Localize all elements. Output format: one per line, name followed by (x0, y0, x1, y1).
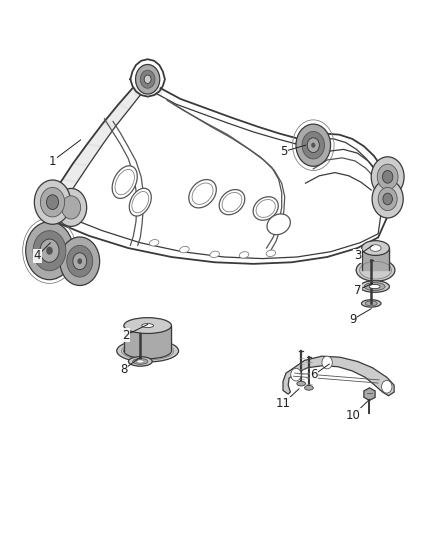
Ellipse shape (133, 359, 148, 365)
Circle shape (34, 180, 71, 224)
Ellipse shape (149, 239, 159, 246)
Ellipse shape (361, 300, 381, 307)
Text: 9: 9 (350, 313, 357, 326)
Text: 2: 2 (122, 328, 130, 342)
Ellipse shape (180, 246, 189, 253)
Text: 10: 10 (346, 409, 360, 422)
Polygon shape (103, 104, 129, 127)
Circle shape (377, 164, 398, 190)
Circle shape (291, 368, 301, 381)
Ellipse shape (136, 360, 144, 363)
Circle shape (382, 171, 393, 183)
Circle shape (381, 381, 392, 393)
Circle shape (307, 138, 319, 152)
Ellipse shape (356, 259, 395, 281)
Circle shape (62, 196, 81, 219)
Circle shape (33, 231, 66, 271)
Polygon shape (63, 164, 88, 182)
Text: 5: 5 (280, 145, 288, 158)
Ellipse shape (253, 197, 278, 220)
Ellipse shape (112, 166, 137, 198)
Text: 1: 1 (49, 155, 56, 167)
Circle shape (40, 188, 65, 217)
Ellipse shape (297, 381, 305, 386)
Text: 3: 3 (354, 249, 361, 262)
Ellipse shape (267, 214, 290, 235)
Ellipse shape (364, 282, 385, 290)
Polygon shape (362, 248, 389, 270)
Polygon shape (46, 193, 68, 204)
Text: 11: 11 (276, 397, 290, 410)
Circle shape (46, 195, 59, 209)
Ellipse shape (304, 385, 313, 390)
Polygon shape (364, 388, 375, 400)
Ellipse shape (266, 250, 276, 256)
Ellipse shape (124, 343, 171, 359)
Polygon shape (42, 204, 64, 211)
Circle shape (46, 247, 53, 255)
Circle shape (322, 356, 332, 369)
Circle shape (67, 245, 93, 277)
Polygon shape (87, 123, 115, 146)
Ellipse shape (128, 357, 152, 366)
Ellipse shape (239, 252, 249, 258)
Text: 4: 4 (34, 249, 41, 262)
Ellipse shape (124, 318, 171, 334)
Circle shape (73, 253, 87, 270)
Ellipse shape (117, 340, 179, 362)
Circle shape (140, 70, 155, 88)
Ellipse shape (365, 301, 377, 306)
Circle shape (378, 188, 397, 211)
Ellipse shape (189, 180, 216, 208)
Circle shape (296, 124, 331, 166)
Ellipse shape (210, 251, 219, 257)
Ellipse shape (219, 190, 245, 215)
Ellipse shape (129, 188, 151, 216)
Circle shape (135, 64, 160, 94)
Polygon shape (73, 144, 101, 165)
Circle shape (372, 180, 403, 218)
Text: 8: 8 (120, 363, 127, 376)
Text: 6: 6 (311, 368, 318, 381)
Polygon shape (119, 88, 140, 109)
Circle shape (40, 239, 59, 262)
Ellipse shape (370, 245, 381, 252)
Polygon shape (53, 180, 77, 195)
Circle shape (56, 189, 87, 227)
Circle shape (78, 259, 82, 264)
Ellipse shape (360, 281, 389, 292)
Polygon shape (283, 356, 394, 395)
Ellipse shape (142, 324, 154, 328)
Text: 7: 7 (353, 284, 361, 297)
Circle shape (144, 75, 151, 84)
Circle shape (371, 157, 404, 197)
Circle shape (26, 222, 73, 280)
Ellipse shape (362, 241, 389, 255)
Circle shape (60, 237, 100, 286)
Circle shape (302, 132, 325, 159)
Ellipse shape (369, 285, 380, 289)
Circle shape (383, 193, 392, 205)
Circle shape (311, 143, 315, 148)
Polygon shape (124, 326, 171, 351)
